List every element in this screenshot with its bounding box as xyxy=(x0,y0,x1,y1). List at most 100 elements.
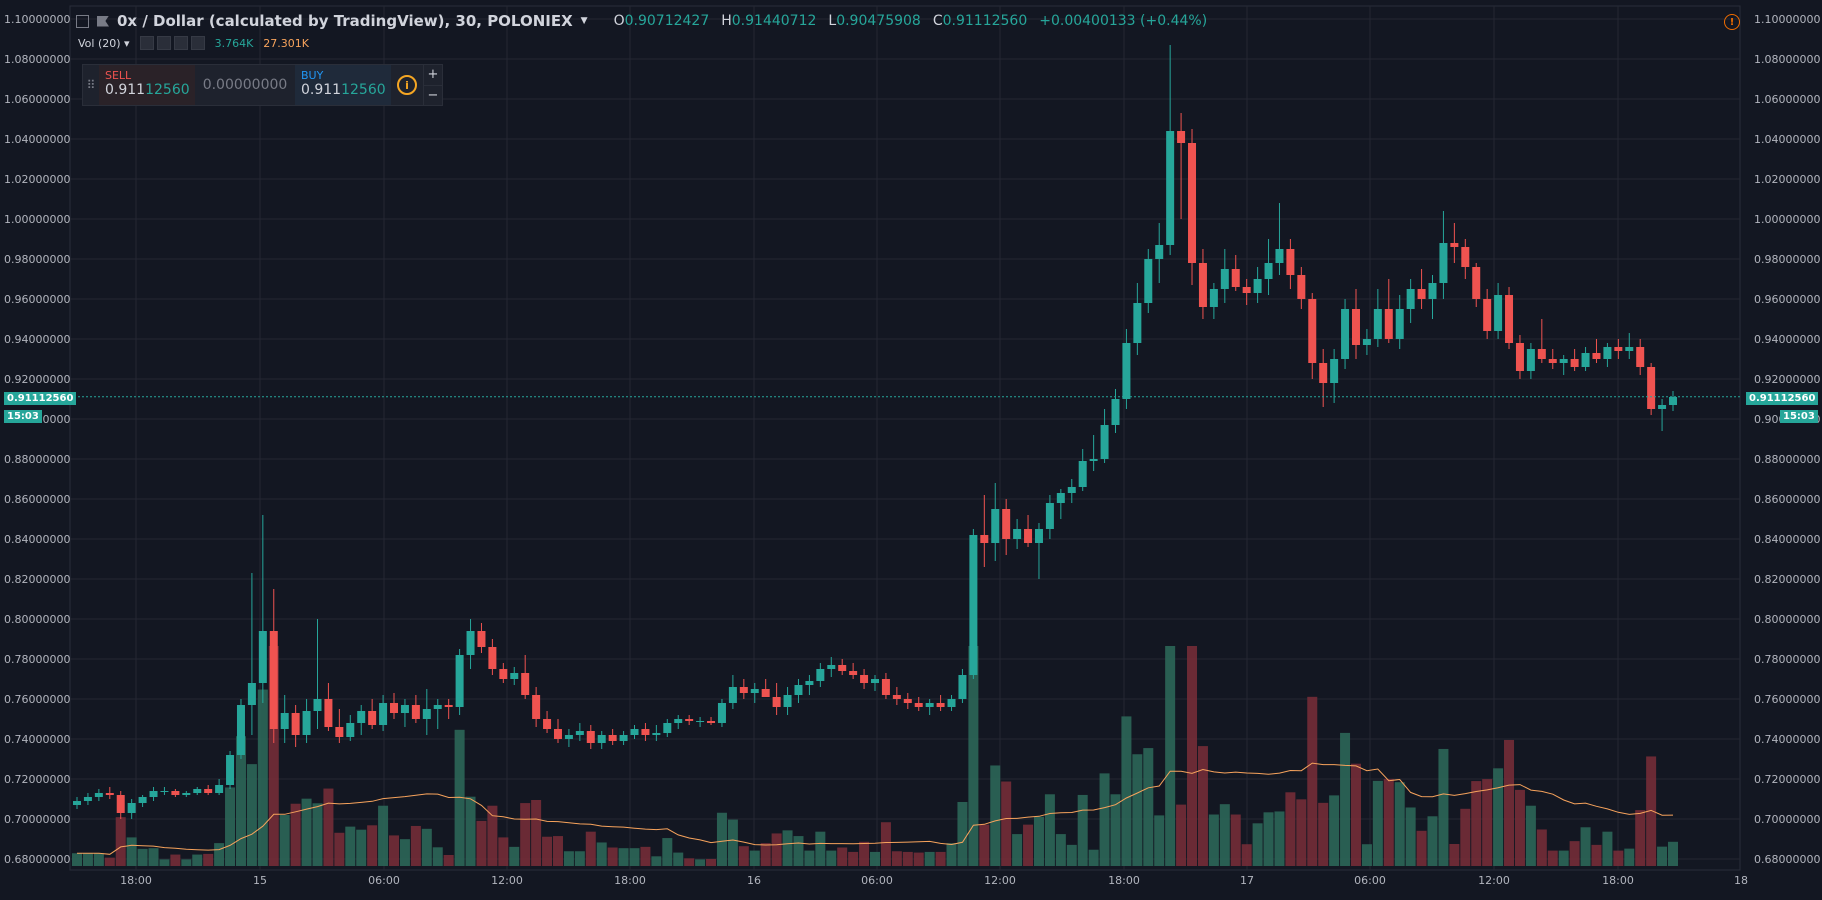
volume-bar xyxy=(607,847,618,866)
volume-bar xyxy=(771,833,782,866)
y-tick-label-left: 0.78000000 xyxy=(4,653,70,666)
flag-icon[interactable] xyxy=(97,15,109,27)
volume-bar xyxy=(1165,646,1176,866)
close-icon[interactable] xyxy=(190,36,205,50)
candle-body xyxy=(1100,425,1109,459)
info-icon: i xyxy=(397,75,417,95)
volume-bar xyxy=(1219,804,1230,866)
candle-body xyxy=(1548,359,1557,363)
candle-body xyxy=(1133,303,1142,343)
volume-bar xyxy=(880,822,891,866)
volume-bar xyxy=(1099,773,1110,866)
candle-body xyxy=(1494,295,1503,331)
sell-button[interactable]: SELL 0.91112560 xyxy=(99,65,195,105)
y-tick-label-right: 0.82000000 xyxy=(1754,573,1820,586)
last-price-tag-right: 0.91112560 xyxy=(1746,392,1819,405)
volume-bar xyxy=(1482,779,1493,866)
warning-icon[interactable]: ! xyxy=(1724,14,1740,30)
candle-body xyxy=(564,735,573,739)
countdown-tag-right: 15:03 xyxy=(1780,410,1818,423)
volume-bar xyxy=(1602,831,1613,866)
candle-body xyxy=(1308,299,1317,363)
candle-body xyxy=(1483,299,1492,331)
candle-body xyxy=(1537,349,1546,359)
plus-button[interactable]: + xyxy=(427,67,439,83)
y-tick-label-left: 0.84000000 xyxy=(4,533,70,546)
volume-bar xyxy=(1001,781,1012,866)
settings-icon[interactable] xyxy=(156,36,171,50)
close-value: 0.91112560 xyxy=(942,13,1028,29)
last-price-tag-left: 0.91112560 xyxy=(4,392,77,405)
volume-bar xyxy=(170,854,181,866)
candle-body xyxy=(335,727,344,737)
volume-bar xyxy=(301,798,312,866)
caret-down-icon[interactable]: ▼ xyxy=(580,16,588,26)
volume-bar xyxy=(1208,814,1219,866)
volume-indicator-label[interactable]: Vol (20) ▾ xyxy=(78,36,130,50)
candle-body xyxy=(160,791,169,792)
volume-bar xyxy=(1449,844,1460,866)
volume-bar xyxy=(1012,834,1023,866)
indicator-controls[interactable] xyxy=(139,36,205,50)
volume-bar xyxy=(1416,830,1427,866)
open-value: 0.90712427 xyxy=(624,13,710,29)
volume-bar xyxy=(804,850,815,866)
y-tick-label-right: 0.94000000 xyxy=(1754,333,1820,346)
drag-handle-icon[interactable]: ⠿ xyxy=(86,78,96,92)
candle-body xyxy=(1067,487,1076,493)
candle-body xyxy=(1024,529,1033,543)
symbol-title[interactable]: 0x / Dollar (calculated by TradingView),… xyxy=(117,12,573,30)
y-tick-label-right: 0.80000000 xyxy=(1754,613,1820,626)
candle-body xyxy=(149,791,158,797)
candle-body xyxy=(269,631,278,729)
volume-bar xyxy=(1055,834,1066,866)
candle-body xyxy=(1264,263,1273,279)
y-tick-label-left: 0.86000000 xyxy=(4,493,70,506)
volume-bar xyxy=(552,836,563,866)
high-value: 0.91440712 xyxy=(731,13,817,29)
candle-body xyxy=(1592,353,1601,359)
candle-body xyxy=(1002,509,1011,539)
volume-bar xyxy=(1514,789,1525,866)
volume-bar xyxy=(279,814,290,866)
candle-body xyxy=(980,535,989,543)
volume-bar xyxy=(695,859,706,866)
candle-body xyxy=(1581,353,1590,367)
candle-body xyxy=(641,729,650,735)
candle-body xyxy=(1472,267,1481,299)
y-tick-label-right: 0.76000000 xyxy=(1754,693,1820,706)
candle-body xyxy=(379,703,388,725)
candle-body xyxy=(488,647,497,669)
candle-body xyxy=(291,713,300,735)
candle-body xyxy=(1231,269,1240,287)
volume-bar xyxy=(1438,748,1449,866)
volume-bar xyxy=(1657,846,1668,866)
more-icon[interactable] xyxy=(173,36,188,50)
volume-bar xyxy=(1394,782,1405,866)
volume-bar xyxy=(826,850,837,866)
collapse-icon[interactable] xyxy=(76,14,89,28)
y-tick-label-left: 0.70000000 xyxy=(4,813,70,826)
volume-bar xyxy=(990,765,1001,866)
quantity-stepper[interactable]: + − xyxy=(423,65,442,105)
y-tick-label-left: 1.08000000 xyxy=(4,53,70,66)
volume-indicator-legend: Vol (20) ▾ 3.764K 27.301K xyxy=(78,36,309,50)
candle-body xyxy=(466,631,475,655)
volume-value: 3.764K xyxy=(214,36,254,50)
trade-panel: ⠿ SELL 0.91112560 0.00000000 BUY 0.91112… xyxy=(82,64,443,106)
volume-bar xyxy=(782,830,793,866)
info-button[interactable]: i xyxy=(391,65,423,105)
minus-button[interactable]: − xyxy=(424,84,442,106)
candle-body xyxy=(1636,347,1645,367)
y-tick-label-right: 1.02000000 xyxy=(1754,173,1820,186)
candle-body xyxy=(226,755,235,785)
volume-bar xyxy=(640,846,651,866)
eye-icon[interactable] xyxy=(139,36,154,50)
candle-body xyxy=(1089,459,1098,461)
volume-bar xyxy=(246,764,257,866)
buy-button[interactable]: BUY 0.91112560 xyxy=(295,65,391,105)
x-tick-label: 12:00 xyxy=(984,874,1016,887)
candle-body xyxy=(1198,263,1207,307)
y-tick-label-left: 0.68000000 xyxy=(4,853,70,866)
